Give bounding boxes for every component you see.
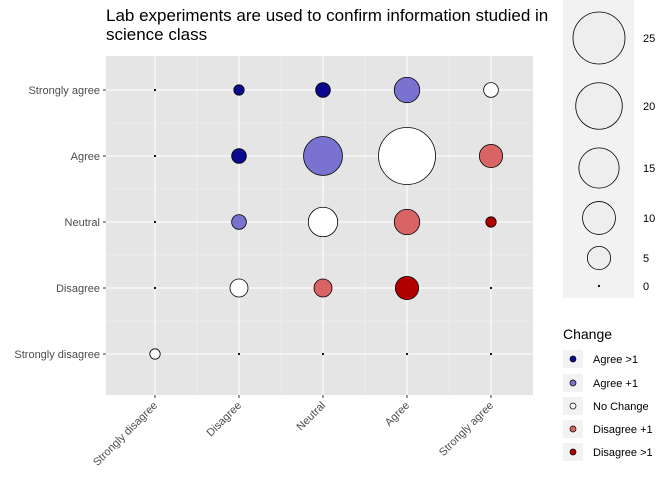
data-point: [149, 348, 161, 360]
color-legend-key: [569, 425, 577, 433]
size-legend-label: 25: [643, 33, 655, 45]
data-point: [394, 275, 420, 301]
x-tick-label: Neutral: [295, 400, 329, 434]
chart-title-line-1: Lab experiments are used to confirm info…: [106, 6, 548, 25]
data-point: [315, 82, 331, 98]
size-legend-label: 10: [643, 213, 655, 225]
size-legend-key: [575, 82, 623, 130]
data-point: [231, 148, 247, 164]
data-point: [233, 84, 245, 96]
x-tick-label: Agree: [383, 400, 412, 429]
data-point: [485, 216, 497, 228]
size-legend-label: 15: [643, 163, 655, 175]
data-point: [405, 352, 409, 356]
y-tick-label: Strongly agree: [28, 85, 100, 97]
size-legend-key: [597, 284, 601, 288]
data-point: [229, 278, 249, 298]
color-legend-key: [569, 402, 577, 410]
size-legend-label: 5: [643, 253, 649, 265]
y-tick-label: Disagree: [56, 283, 100, 295]
size-legend-key: [582, 201, 616, 235]
data-point: [307, 206, 339, 238]
data-point: [489, 352, 493, 356]
color-legend-label: Disagree >1: [593, 447, 653, 459]
color-legend-label: No Change: [593, 401, 649, 413]
data-point: [321, 352, 325, 356]
color-legend-label: Disagree +1: [593, 424, 653, 436]
data-point: [153, 220, 157, 224]
size-legend-label: 0: [643, 281, 649, 293]
data-point: [153, 88, 157, 92]
x-tick-label: Strongly agree: [437, 400, 496, 459]
data-point: [489, 286, 493, 290]
color-legend-title: Change: [563, 326, 612, 342]
chart-title-line-2: science class: [106, 25, 207, 44]
size-legend-key: [572, 11, 626, 65]
data-point: [483, 82, 499, 98]
data-point: [393, 76, 421, 104]
color-legend-key: [569, 448, 577, 456]
color-legend-key: [569, 379, 577, 387]
data-point: [237, 352, 241, 356]
y-tick-label: Agree: [71, 151, 100, 163]
data-point: [378, 127, 436, 185]
y-tick-label: Neutral: [65, 217, 100, 229]
color-legend-label: Agree +1: [593, 378, 638, 390]
x-tick-label: Strongly disagree: [91, 400, 160, 469]
size-legend-label: 20: [643, 101, 655, 113]
size-legend-key: [586, 245, 612, 271]
y-tick-label: Strongly disagree: [14, 349, 100, 361]
color-legend-label: Agree >1: [593, 354, 638, 366]
data-point: [313, 278, 333, 298]
data-point: [478, 143, 504, 169]
color-legend-key: [569, 355, 577, 363]
data-point: [231, 214, 247, 230]
data-point: [153, 286, 157, 290]
data-point: [303, 136, 343, 176]
data-point: [153, 154, 157, 158]
x-tick-label: Disagree: [205, 400, 245, 440]
size-legend-key: [578, 147, 620, 189]
data-point: [393, 208, 421, 236]
